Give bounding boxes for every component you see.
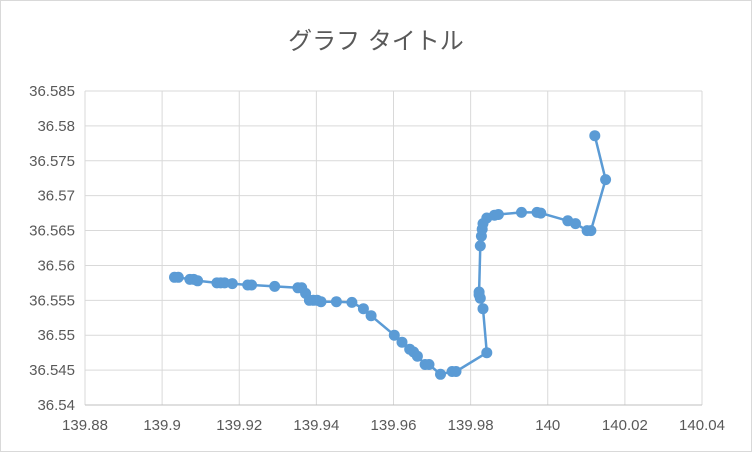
- y-tick-label: 36.575: [29, 153, 75, 170]
- x-tick-label: 140.02: [602, 417, 648, 434]
- gridlines: [84, 90, 703, 406]
- data-point: [192, 275, 204, 287]
- data-point: [246, 279, 258, 291]
- data-point: [473, 286, 485, 298]
- chart-title: グラフ タイトル: [288, 27, 464, 55]
- x-tick-label: 139.96: [371, 417, 417, 434]
- x-tick-label: 139.92: [216, 417, 262, 434]
- data-point: [600, 174, 612, 186]
- series: [169, 130, 612, 380]
- data-point: [396, 336, 408, 348]
- data-point: [481, 347, 493, 359]
- data-point: [535, 207, 547, 219]
- data-point: [365, 310, 377, 322]
- y-tick-label: 36.555: [29, 292, 75, 309]
- x-tick-label: 139.9: [143, 417, 181, 434]
- y-tick-label: 36.585: [29, 83, 75, 100]
- y-tick-label: 36.55: [37, 327, 75, 344]
- data-point: [269, 280, 281, 292]
- data-point: [585, 225, 597, 237]
- data-point: [346, 296, 358, 308]
- data-point: [492, 209, 504, 220]
- x-tick-label: 140.04: [679, 417, 725, 434]
- y-tick-label: 36.58: [37, 118, 75, 135]
- data-point: [388, 329, 400, 341]
- y-tick-label: 36.545: [29, 362, 75, 379]
- data-point: [172, 271, 184, 283]
- x-tick-label: 139.98: [448, 417, 494, 434]
- data-point: [570, 218, 581, 230]
- data-point: [477, 303, 489, 315]
- y-tick-label: 36.57: [37, 188, 75, 205]
- data-point: [435, 368, 446, 380]
- data-point: [423, 359, 435, 370]
- y-tick-label: 36.54: [37, 397, 75, 414]
- data-point: [450, 366, 462, 377]
- data-point: [474, 240, 486, 252]
- data-point: [330, 296, 342, 308]
- data-point: [357, 303, 369, 315]
- data-point: [516, 206, 527, 218]
- data-point: [226, 278, 238, 290]
- data-point: [411, 350, 423, 362]
- x-tick-label: 139.94: [293, 417, 339, 434]
- y-tick-label: 36.565: [29, 223, 75, 240]
- x-tick-label: 139.88: [62, 417, 108, 434]
- tick-labels: 139.88 139.9 139.92 139.94 139.96 139.98 140 14…: [29, 83, 725, 434]
- data-point: [589, 130, 601, 142]
- y-tick-label: 36.56: [37, 257, 75, 274]
- x-tick-label: 140: [535, 417, 560, 434]
- data-point: [315, 296, 327, 308]
